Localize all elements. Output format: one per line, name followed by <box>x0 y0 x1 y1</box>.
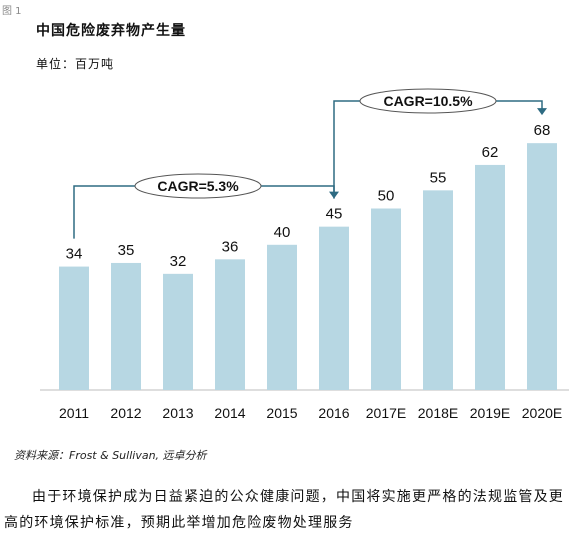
cagr-label: CAGR=5.3% <box>157 178 239 194</box>
bar <box>371 208 401 390</box>
x-tick-label: 2014 <box>214 405 245 421</box>
x-tick-label: 2013 <box>162 405 193 421</box>
bar-value-label: 62 <box>482 144 499 161</box>
bar <box>59 266 89 390</box>
bar <box>215 259 245 390</box>
source-note: 资料来源：Frost & Sullivan, 远卓分析 <box>14 449 207 462</box>
bar <box>423 190 453 390</box>
bar <box>163 273 193 390</box>
bar <box>527 143 557 390</box>
bar <box>111 262 141 390</box>
x-tick-label: 2018E <box>418 405 458 421</box>
chart-title: 中国危险废弃物产生量 <box>36 23 186 39</box>
x-tick-label: 2015 <box>266 405 297 421</box>
bar-value-label: 68 <box>534 122 551 139</box>
bar-value-label: 35 <box>118 242 135 259</box>
bar-value-label: 34 <box>66 246 83 263</box>
x-tick-label: 2020E <box>522 405 562 421</box>
cagr-label-bubble <box>134 173 262 199</box>
body-paragraph: 由于环境保护成为日益紧迫的公众健康问题，中国将实施更严格的法规监管及更高的环境保… <box>4 489 564 531</box>
bar-value-label: 40 <box>274 224 291 241</box>
bar-value-label: 45 <box>326 206 343 223</box>
cagr-label-bubble <box>359 88 497 114</box>
x-tick-label: 2019E <box>470 405 510 421</box>
bar-chart: 34 2011 35 2012 32 2013 36 2014 40 2015 45 2016 50 20… <box>40 88 569 421</box>
bar <box>267 244 297 390</box>
bar-value-label: 36 <box>222 238 239 255</box>
bar-value-label: 32 <box>170 253 187 270</box>
x-tick-label: 2011 <box>59 405 89 421</box>
bar-value-label: 50 <box>378 188 395 205</box>
bar <box>475 164 505 390</box>
x-tick-label: 2017E <box>366 405 406 421</box>
x-tick-label: 2012 <box>110 405 141 421</box>
bar-value-label: 55 <box>430 169 447 186</box>
cagr-label: CAGR=10.5% <box>383 93 473 109</box>
figure-label: 图 1 <box>2 6 22 17</box>
bar <box>319 226 349 390</box>
cagr-arrowhead <box>537 108 547 116</box>
unit-label: 单位：百万吨 <box>36 57 115 71</box>
x-tick-label: 2016 <box>318 405 349 421</box>
